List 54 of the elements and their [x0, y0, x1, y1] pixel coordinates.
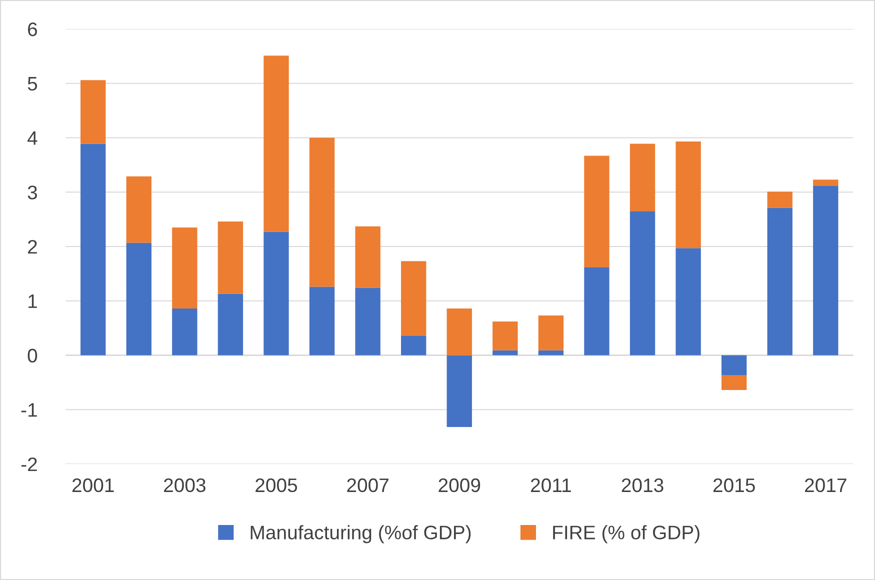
x-tick-label: 2017: [805, 478, 846, 492]
bar: [813, 180, 838, 186]
bar: [584, 267, 610, 356]
bar: [630, 211, 656, 356]
legend-label: Manufacturing (%of GDP): [250, 525, 471, 544]
y-tick-label: 4: [27, 131, 38, 145]
bar: [401, 261, 426, 336]
x-tick-label: 2015: [713, 478, 755, 492]
bar: [446, 355, 472, 428]
x-tick-label: 2007: [347, 478, 388, 492]
bar: [630, 144, 656, 212]
x-tick-label: 2011: [531, 478, 571, 492]
y-tick-label: -2: [21, 457, 37, 472]
x-tick-label: 2005: [256, 478, 298, 492]
bar: [721, 355, 747, 376]
bar: [172, 308, 198, 356]
y-tick-label: 5: [28, 77, 38, 91]
bar: [218, 294, 244, 356]
bar: [721, 375, 747, 390]
bar: [80, 144, 106, 356]
bar: [446, 308, 472, 356]
bar: [126, 176, 152, 243]
bar: [676, 142, 701, 248]
bar: [355, 288, 380, 356]
y-tick-label: 0: [28, 348, 38, 362]
y-tick-label: 2: [28, 240, 37, 254]
bar: [813, 186, 838, 356]
x-tick-label: 2003: [164, 478, 206, 492]
bar: [218, 221, 244, 294]
y-tick-label: -1: [21, 403, 37, 417]
bar: [492, 350, 518, 356]
bar: [355, 226, 380, 288]
x-tick-label: 2009: [438, 478, 480, 492]
bar: [264, 232, 289, 356]
bar: [538, 316, 564, 350]
y-tick-label: 6: [28, 22, 37, 36]
bar: [126, 242, 152, 356]
bar: [538, 350, 564, 356]
bar: [309, 138, 335, 287]
bar: [676, 248, 701, 356]
bar: [401, 336, 426, 356]
y-tick-label: 1: [28, 294, 37, 308]
bar: [172, 227, 198, 308]
y-tick-label: 3: [28, 186, 37, 200]
bar: [80, 80, 106, 144]
bar: [767, 192, 792, 208]
bar: [309, 286, 335, 356]
bar: [264, 56, 289, 232]
bar: [492, 322, 518, 350]
x-tick-label: 2001: [72, 478, 114, 492]
bar: [584, 156, 610, 268]
bar: [767, 208, 792, 356]
legend-label: FIRE (% of GDP): [553, 525, 700, 544]
x-tick-label: 2013: [622, 478, 664, 492]
